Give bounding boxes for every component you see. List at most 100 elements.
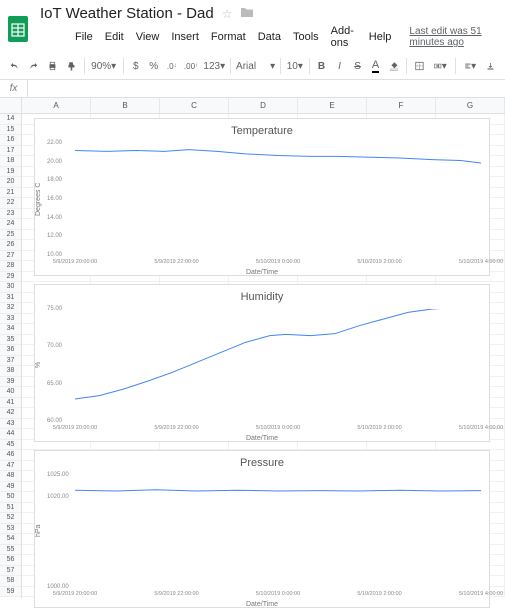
row-header[interactable]: 20 [0,177,21,188]
row-header[interactable]: 28 [0,261,21,272]
row-header[interactable]: 58 [0,576,21,587]
column-header[interactable]: A [22,98,91,113]
row-header[interactable]: 54 [0,534,21,545]
row-header[interactable]: 44 [0,429,21,440]
folder-icon[interactable] [240,6,254,21]
row-header[interactable]: 46 [0,450,21,461]
column-header[interactable]: G [436,98,505,113]
y-tick: 20.00 [47,159,62,165]
increase-decimal-button[interactable]: .00↑ [182,56,200,76]
x-tick: 5/9/2019 20:00:00 [53,425,97,431]
row-header[interactable]: 22 [0,198,21,209]
row-header[interactable]: 39 [0,377,21,388]
grid-canvas[interactable]: TemperatureDegrees C10.0012.0014.0016.00… [22,114,505,598]
currency-button[interactable]: $ [128,56,144,76]
redo-icon[interactable] [25,56,42,76]
decrease-decimal-button[interactable]: .0↓ [164,56,180,76]
row-header[interactable]: 29 [0,272,21,283]
document-title[interactable]: IoT Weather Station - Dad [36,4,218,23]
menu-edit[interactable]: Edit [100,29,129,45]
y-axis-label: hPa [35,471,45,591]
menu-file[interactable]: File [70,29,98,45]
column-header[interactable]: B [91,98,160,113]
menu-tools[interactable]: Tools [288,29,324,45]
row-header[interactable]: 23 [0,209,21,220]
row-header[interactable]: 26 [0,240,21,251]
sheets-logo-icon[interactable] [8,15,28,43]
column-header[interactable]: F [367,98,436,113]
column-header[interactable]: D [229,98,298,113]
paint-format-icon[interactable] [63,56,80,76]
row-header[interactable]: 47 [0,461,21,472]
y-tick: 1025.00 [47,472,69,478]
menu-view[interactable]: View [131,29,165,45]
row-header[interactable]: 27 [0,251,21,262]
horizontal-align-button[interactable]: ▾ [460,56,481,76]
menu-insert[interactable]: Insert [166,29,204,45]
undo-icon[interactable] [6,56,23,76]
row-header[interactable]: 52 [0,513,21,524]
percent-button[interactable]: % [146,56,162,76]
row-header[interactable]: 42 [0,408,21,419]
row-header[interactable]: 36 [0,345,21,356]
select-all-corner[interactable] [0,98,22,114]
row-header[interactable]: 14 [0,114,21,125]
star-icon[interactable]: ☆ [222,7,233,21]
row-header[interactable]: 49 [0,482,21,493]
menu-help[interactable]: Help [364,29,397,45]
row-header[interactable]: 19 [0,167,21,178]
row-header[interactable]: 31 [0,293,21,304]
font-size-select[interactable]: 10 ▾ [285,56,305,76]
row-header[interactable]: 38 [0,366,21,377]
row-header[interactable]: 56 [0,555,21,566]
row-header[interactable]: 51 [0,503,21,514]
row-header[interactable]: 25 [0,230,21,241]
column-header[interactable]: C [160,98,229,113]
menu-data[interactable]: Data [253,29,286,45]
row-header[interactable]: 45 [0,440,21,451]
row-header[interactable]: 15 [0,125,21,136]
row-header[interactable]: 18 [0,156,21,167]
vertical-align-button[interactable] [482,56,499,76]
row-header[interactable]: 35 [0,335,21,346]
row-header[interactable]: 50 [0,492,21,503]
row-header[interactable]: 33 [0,314,21,325]
menu-addons[interactable]: Add-ons [326,23,362,51]
row-header[interactable]: 17 [0,146,21,157]
last-edit-link[interactable]: Last edit was 51 minutes ago [404,24,497,50]
zoom-select[interactable]: 90% ▾ [88,56,119,76]
fill-color-button[interactable] [386,56,403,76]
row-header[interactable]: 40 [0,387,21,398]
row-header[interactable]: 55 [0,545,21,556]
chart-pressure[interactable]: PressurehPa1000.001020.001025.005/9/2019… [34,450,490,608]
chart-temperature[interactable]: TemperatureDegrees C10.0012.0014.0016.00… [34,118,490,276]
row-header[interactable]: 32 [0,303,21,314]
bold-button[interactable]: B [314,56,330,76]
menu-format[interactable]: Format [206,29,251,45]
column-header[interactable]: E [298,98,367,113]
print-icon[interactable] [44,56,61,76]
row-header[interactable]: 41 [0,398,21,409]
row-header[interactable]: 53 [0,524,21,535]
strikethrough-button[interactable]: S [350,56,366,76]
text-color-button[interactable]: A [368,56,384,76]
chart-humidity[interactable]: Humidity%60.0065.0070.0075.005/9/2019 20… [34,284,490,442]
row-header[interactable]: 43 [0,419,21,430]
row-header[interactable]: 59 [0,587,21,598]
row-header[interactable]: 34 [0,324,21,335]
number-format-button[interactable]: 123▾ [202,56,226,76]
merge-cells-button[interactable]: ▾ [430,56,451,76]
font-family-select[interactable]: Arial ▾ [235,56,276,76]
row-header[interactable]: 30 [0,282,21,293]
row-header[interactable]: 37 [0,356,21,367]
row-header[interactable]: 16 [0,135,21,146]
formula-input[interactable] [28,80,505,97]
y-tick: 65.00 [47,381,62,387]
italic-button[interactable]: I [332,56,348,76]
row-header[interactable]: 24 [0,219,21,230]
borders-button[interactable] [411,56,428,76]
row-header[interactable]: 21 [0,188,21,199]
y-tick: 1020.00 [47,494,69,500]
row-header[interactable]: 57 [0,566,21,577]
row-header[interactable]: 48 [0,471,21,482]
